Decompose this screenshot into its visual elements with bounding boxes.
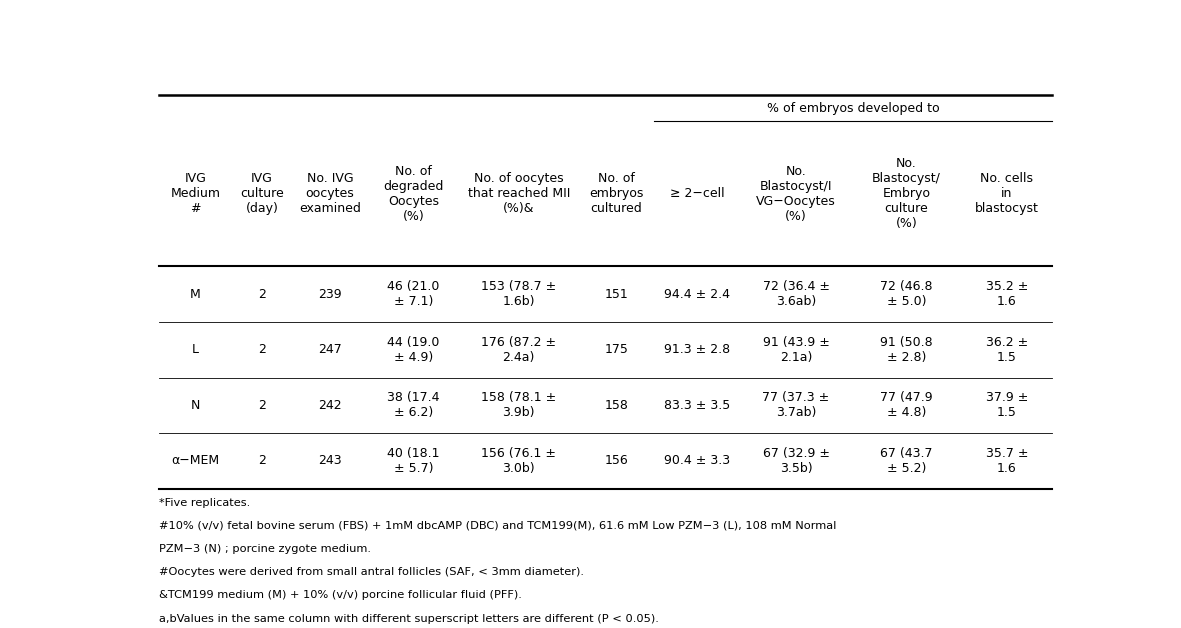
Text: No. IVG
oocytes
examined: No. IVG oocytes examined (299, 172, 361, 215)
Text: No. of
embryos
cultured: No. of embryos cultured (589, 172, 644, 215)
Text: No. cells
in
blastocyst: No. cells in blastocyst (976, 172, 1039, 215)
Text: #Oocytes were derived from small antral follicles (SAF, < 3mm diameter).: #Oocytes were derived from small antral … (158, 567, 583, 577)
Text: 158: 158 (605, 399, 628, 412)
Text: 239: 239 (318, 288, 341, 301)
Text: ≥ 2−cell: ≥ 2−cell (670, 187, 725, 200)
Text: % of embryos developed to: % of embryos developed to (766, 102, 939, 114)
Text: 38 (17.4
± 6.2): 38 (17.4 ± 6.2) (387, 391, 439, 420)
Text: 156 (76.1 ±
3.0b): 156 (76.1 ± 3.0b) (482, 447, 556, 475)
Text: No. of
degraded
Oocytes
(%): No. of degraded Oocytes (%) (383, 165, 444, 223)
Text: IVG
Medium
#: IVG Medium # (170, 172, 221, 215)
Text: IVG
culture
(day): IVG culture (day) (240, 172, 283, 215)
Text: 151: 151 (605, 288, 628, 301)
Text: 35.7 ±
1.6: 35.7 ± 1.6 (986, 447, 1029, 475)
Text: No.
Blastocyst/
Embryo
culture
(%): No. Blastocyst/ Embryo culture (%) (873, 158, 941, 230)
Text: PZM−3 (N) ; porcine zygote medium.: PZM−3 (N) ; porcine zygote medium. (158, 544, 371, 554)
Text: 67 (32.9 ±
3.5b): 67 (32.9 ± 3.5b) (763, 447, 829, 475)
Text: α−MEM: α−MEM (171, 455, 220, 467)
Text: No. of oocytes
that reached MII
(%)&: No. of oocytes that reached MII (%)& (468, 172, 570, 215)
Text: 176 (87.2 ±
2.4a): 176 (87.2 ± 2.4a) (481, 336, 556, 364)
Text: L: L (193, 344, 198, 356)
Text: 44 (19.0
± 4.9): 44 (19.0 ± 4.9) (387, 336, 439, 364)
Text: 94.4 ± 2.4: 94.4 ± 2.4 (665, 288, 730, 301)
Text: 77 (37.3 ±
3.7ab): 77 (37.3 ± 3.7ab) (763, 391, 830, 420)
Text: 247: 247 (318, 344, 341, 356)
Text: a,bValues in the same column with different superscript letters are different (P: a,bValues in the same column with differ… (158, 614, 659, 624)
Text: No.
Blastocyst/I
VG−Oocytes
(%): No. Blastocyst/I VG−Oocytes (%) (756, 165, 836, 223)
Text: 37.9 ±
1.5: 37.9 ± 1.5 (986, 391, 1029, 420)
Text: 77 (47.9
± 4.8): 77 (47.9 ± 4.8) (880, 391, 933, 420)
Text: 2: 2 (257, 455, 266, 467)
Text: 35.2 ±
1.6: 35.2 ± 1.6 (986, 280, 1029, 308)
Text: 83.3 ± 3.5: 83.3 ± 3.5 (664, 399, 731, 412)
Text: 67 (43.7
± 5.2): 67 (43.7 ± 5.2) (880, 447, 933, 475)
Text: 91 (43.9 ±
2.1a): 91 (43.9 ± 2.1a) (763, 336, 829, 364)
Text: 158 (78.1 ±
3.9b): 158 (78.1 ± 3.9b) (481, 391, 556, 420)
Text: 40 (18.1
± 5.7): 40 (18.1 ± 5.7) (387, 447, 439, 475)
Text: 175: 175 (605, 344, 628, 356)
Text: 90.4 ± 3.3: 90.4 ± 3.3 (664, 455, 730, 467)
Text: 91 (50.8
± 2.8): 91 (50.8 ± 2.8) (880, 336, 933, 364)
Text: 2: 2 (257, 288, 266, 301)
Text: 46 (21.0
± 7.1): 46 (21.0 ± 7.1) (387, 280, 439, 308)
Text: N: N (191, 399, 200, 412)
Text: *Five replicates.: *Five replicates. (158, 497, 250, 507)
Text: 156: 156 (605, 455, 628, 467)
Text: #10% (v/v) fetal bovine serum (FBS) + 1mM dbcAMP (DBC) and TCM199(M), 61.6 mM Lo: #10% (v/v) fetal bovine serum (FBS) + 1m… (158, 521, 836, 531)
Text: 36.2 ±
1.5: 36.2 ± 1.5 (986, 336, 1027, 364)
Text: 2: 2 (257, 399, 266, 412)
Text: M: M (190, 288, 201, 301)
Text: 2: 2 (257, 344, 266, 356)
Text: 243: 243 (318, 455, 341, 467)
Text: 153 (78.7 ±
1.6b): 153 (78.7 ± 1.6b) (481, 280, 556, 308)
Text: 91.3 ± 2.8: 91.3 ± 2.8 (664, 344, 730, 356)
Text: &TCM199 medium (M) + 10% (v/v) porcine follicular fluid (PFF).: &TCM199 medium (M) + 10% (v/v) porcine f… (158, 590, 522, 600)
Text: 72 (46.8
± 5.0): 72 (46.8 ± 5.0) (880, 280, 933, 308)
Text: 242: 242 (318, 399, 341, 412)
Text: 72 (36.4 ±
3.6ab): 72 (36.4 ± 3.6ab) (763, 280, 829, 308)
